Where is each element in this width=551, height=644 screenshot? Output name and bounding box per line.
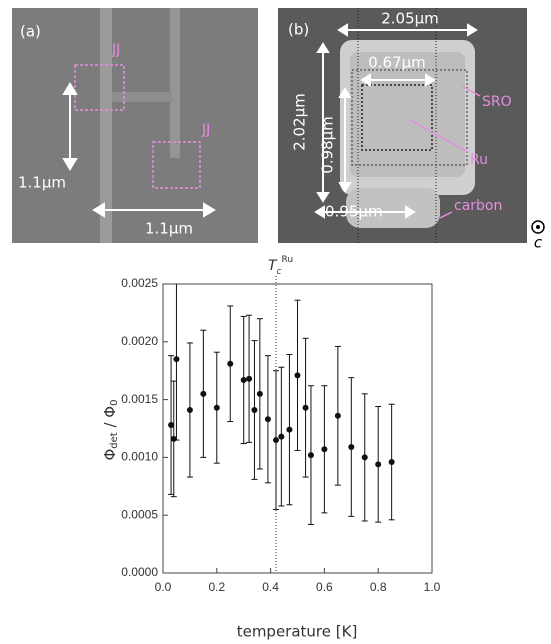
panel-b: (b) 2.05μm 0.67μm SRO 2.02μm 0.98μm Ru 0…: [278, 8, 527, 243]
point: [294, 372, 301, 379]
point: [272, 437, 279, 444]
y-tick-label: 0.0000: [121, 565, 158, 579]
y-tick-label: 0.0015: [121, 392, 158, 406]
chart: temperature [K] Φdet / Φ0 TcRu 0.00000.0…: [101, 255, 441, 641]
point: [286, 426, 293, 433]
x-tick-label: 1.0: [424, 580, 441, 594]
x-tick-label: 0.4: [262, 580, 279, 594]
strip: [100, 8, 112, 243]
point: [334, 412, 341, 419]
jj-label: JJ: [201, 122, 210, 138]
plot-frame: [162, 283, 433, 574]
box: [361, 84, 433, 151]
dimension: 1.1μm: [145, 220, 193, 238]
sro-label: SRO: [482, 94, 512, 110]
point: [264, 416, 271, 423]
point: [251, 407, 258, 414]
point: [348, 443, 355, 450]
dimension: 0.95μm: [325, 203, 383, 221]
tc-label: TcRu: [268, 255, 293, 277]
dimension: 2.05μm: [381, 10, 439, 28]
pointers: [409, 85, 481, 219]
y-tick-label: 0.0010: [121, 450, 158, 464]
jj-box: [74, 64, 125, 111]
panel-a: (a) JJ JJ 1.1μm 1.1μm: [12, 8, 258, 243]
carbon-label: carbon: [454, 198, 502, 214]
point: [388, 459, 395, 466]
x-tick-label: 0.0: [155, 580, 172, 594]
point: [375, 461, 382, 468]
arrows: [314, 23, 478, 219]
point: [168, 422, 175, 429]
panel-label: (a): [20, 23, 41, 41]
point: [173, 356, 180, 363]
x-tick-label: 0.6: [316, 580, 333, 594]
axis-symbol: [536, 225, 540, 229]
point: [227, 360, 234, 367]
y-tick-label: 0.0005: [121, 507, 158, 521]
point: [256, 390, 263, 397]
y-tick-label: 0.0025: [121, 276, 158, 290]
dimension: 0.98μm: [319, 116, 337, 174]
dimension: 0.67μm: [368, 54, 426, 72]
dimension: 2.02μm: [291, 93, 309, 151]
point: [170, 435, 177, 442]
point: [302, 404, 309, 411]
y-axis-label: Φdet / Φ0: [101, 399, 121, 460]
point: [361, 454, 368, 461]
carbon: [346, 188, 440, 228]
arrows: [62, 82, 216, 218]
point: [307, 452, 314, 459]
jj-label: JJ: [111, 42, 120, 58]
point: [186, 407, 193, 414]
x-tick-label: 0.2: [208, 580, 225, 594]
box: [351, 69, 468, 166]
x-tick-label: 0.8: [370, 580, 387, 594]
point: [278, 433, 285, 440]
point: [213, 404, 220, 411]
x-axis-label: temperature [K]: [237, 623, 358, 641]
point: [240, 376, 247, 383]
point: [200, 390, 207, 397]
jj-box: [152, 141, 201, 189]
axis-label: c: [534, 234, 543, 252]
y-tick-label: 0.0020: [121, 334, 158, 348]
panel-label: (b): [288, 21, 309, 39]
strip: [112, 92, 172, 102]
strip: [170, 8, 180, 158]
axis-symbol: [531, 220, 545, 234]
point: [321, 446, 328, 453]
point: [246, 375, 253, 382]
sem-image: [12, 8, 258, 243]
dimension: 1.1μm: [18, 174, 66, 192]
ru-label: Ru: [470, 152, 488, 168]
